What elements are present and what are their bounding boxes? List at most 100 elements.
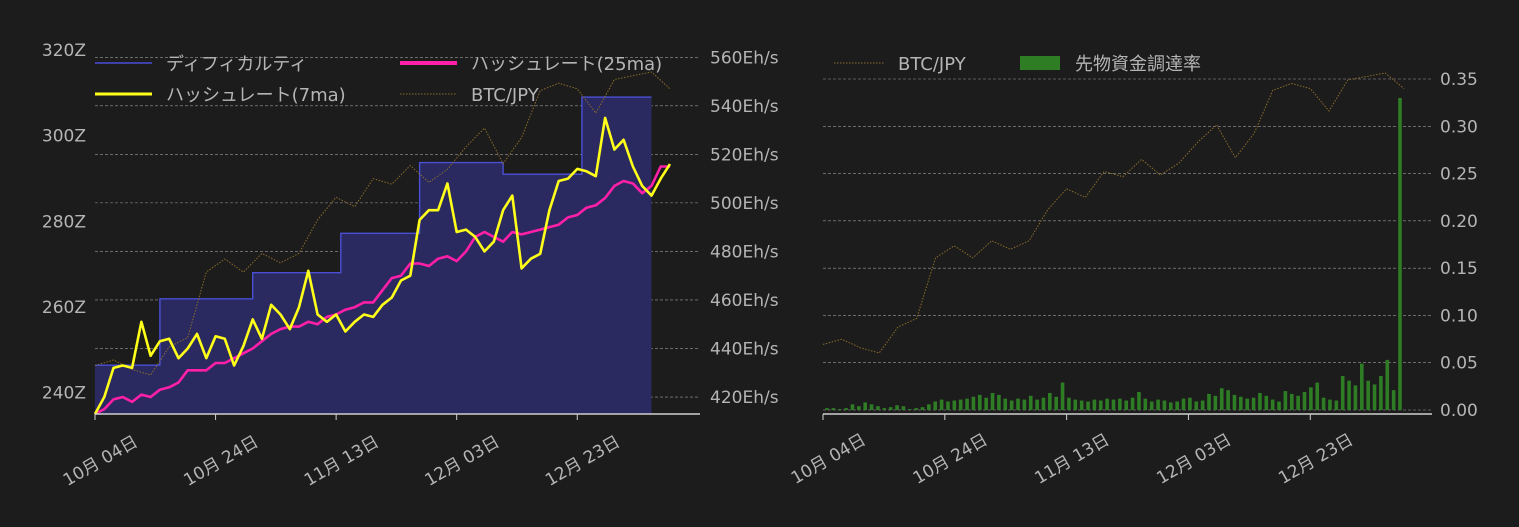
funding-rate-bar <box>1372 384 1377 410</box>
difficulty-line <box>95 96 652 366</box>
hashrate-25ma-line <box>94 165 670 416</box>
left-axis-tick-label: 240Z <box>42 384 86 404</box>
btc-jpy-line <box>822 72 1405 354</box>
x-axis-tick-label: 12月 23日 <box>542 432 624 491</box>
funding-rate-bar <box>997 394 1001 410</box>
funding-rate-bar <box>914 408 918 410</box>
difficulty-area <box>95 97 652 414</box>
right-axis-tick-label: 0.00 <box>1440 401 1478 421</box>
right-axis-tick-label: 480Eh/s <box>710 242 779 262</box>
funding-rate-bar <box>869 404 874 410</box>
funding-rate-bar <box>939 399 944 410</box>
funding-rate-bar <box>1213 395 1218 410</box>
funding-rate-bar <box>1353 385 1358 410</box>
funding-rate-bar <box>1207 393 1211 410</box>
funding-rate-bar <box>1194 401 1199 410</box>
funding-rate-bar <box>876 406 880 410</box>
funding-rate-bar <box>1162 400 1167 410</box>
funding-rate-bar <box>1067 397 1071 410</box>
funding-rate-panel: 0.00 0.05 0.10 0.15 0.20 0.25 0.30 0.35 10月 04日 1… <box>788 54 1478 489</box>
funding-rate-bar <box>1098 400 1103 410</box>
funding-rate-bar <box>1054 396 1058 410</box>
x-axis-tick-label: 10月 04日 <box>60 432 142 491</box>
right-axis-tick-label: 460Eh/s <box>710 291 779 311</box>
funding-rate-bar <box>831 408 836 410</box>
funding-rate-bar <box>882 408 887 410</box>
funding-rate-bar <box>965 398 969 410</box>
left-axis-tick-label: 300Z <box>42 127 86 147</box>
funding-rate-bar <box>952 400 957 410</box>
legend-label: ハッシュレート(7ma) <box>166 85 346 106</box>
funding-rate-bar <box>984 397 988 410</box>
funding-rate-bar <box>1188 397 1192 410</box>
funding-rate-bar <box>1334 400 1339 410</box>
legend-label: ハッシュレート(25ma) <box>471 54 662 75</box>
funding-rate-bar <box>920 407 925 410</box>
funding-rate-bar <box>1028 395 1033 410</box>
funding-rate-bar <box>927 404 931 410</box>
funding-rate-bar <box>1289 393 1294 410</box>
funding-rate-bar <box>1296 395 1300 410</box>
funding-rate-bar <box>1105 398 1109 410</box>
funding-rate-bar <box>1143 398 1148 410</box>
chart2-legend: BTC/JPY 先物資金調達率 <box>834 54 1201 75</box>
funding-rate-bar <box>933 401 938 410</box>
funding-rate-bar <box>990 392 995 410</box>
funding-rate-bar <box>844 408 848 410</box>
funding-rate-bar <box>1124 400 1129 410</box>
funding-rate-bar <box>1149 401 1154 410</box>
funding-rate-bar <box>978 394 982 410</box>
funding-rate-bar <box>1130 397 1135 410</box>
right-axis-tick-label: 0.35 <box>1440 70 1478 90</box>
funding-rate-bar <box>1169 402 1173 410</box>
legend-label: BTC/JPY <box>898 54 967 75</box>
funding-rate-bar <box>1022 399 1027 410</box>
funding-rate-bar <box>837 409 842 410</box>
funding-rate-bar <box>1385 359 1390 410</box>
funding-rate-bar <box>1048 392 1052 410</box>
funding-rate-bar <box>958 399 963 410</box>
funding-rate-bar <box>857 406 861 410</box>
funding-rate-bar <box>1175 401 1179 410</box>
funding-rate-bar <box>1035 399 1039 410</box>
funding-rate-bar <box>1277 401 1281 410</box>
right-axis-tick-label: 540Eh/s <box>710 97 779 117</box>
funding-rate-bar <box>1073 399 1078 410</box>
right-axis-tick-label: 0.20 <box>1440 212 1478 232</box>
funding-rate-bar <box>1009 400 1014 410</box>
funding-rate-bar <box>907 409 912 410</box>
funding-rate-bar <box>1328 399 1332 410</box>
funding-rate-bar <box>1366 380 1370 410</box>
funding-rate-bar <box>1079 400 1084 410</box>
funding-rate-bar <box>1340 375 1345 410</box>
legend-label: ディフィカルティ <box>166 54 307 75</box>
right-axis-tick-label: 0.10 <box>1440 306 1478 326</box>
funding-rate-bar <box>1111 399 1116 410</box>
funding-rate-bar <box>1232 394 1237 410</box>
funding-rate-bar <box>888 407 893 410</box>
funding-rate-bar <box>1251 397 1256 410</box>
funding-rate-bar <box>825 408 829 410</box>
right-axis-tick-label: 420Eh/s <box>710 388 779 408</box>
right-axis-tick-label: 0.25 <box>1440 165 1478 185</box>
funding-rate-bar <box>1092 399 1097 410</box>
funding-rate-bar <box>1137 392 1141 410</box>
funding-rate-bar <box>1347 380 1351 410</box>
funding-rate-bar <box>1309 387 1313 410</box>
funding-rate-bar <box>1219 388 1224 410</box>
right-axis-tick-label: 0.15 <box>1440 259 1478 279</box>
right-axis-tick-label: 0.05 <box>1440 354 1478 374</box>
right-axis-tick-label: 0.30 <box>1440 117 1478 137</box>
funding-rate-bar <box>1245 398 1249 410</box>
funding-rate-bar <box>1200 400 1205 410</box>
funding-rate-bar <box>850 404 855 410</box>
funding-rate-bar <box>1379 375 1383 410</box>
funding-rate-bar <box>1156 399 1160 410</box>
legend-label: BTC/JPY <box>471 85 540 106</box>
funding-rate-bar <box>1118 398 1122 410</box>
funding-rate-bar <box>1283 391 1288 410</box>
x-axis-tick-label: 10月 04日 <box>788 430 870 489</box>
left-axis-tick-label: 320Z <box>42 41 86 61</box>
x-axis-tick-label: 10月 24日 <box>910 430 992 489</box>
funding-rate-bar <box>1321 397 1326 410</box>
